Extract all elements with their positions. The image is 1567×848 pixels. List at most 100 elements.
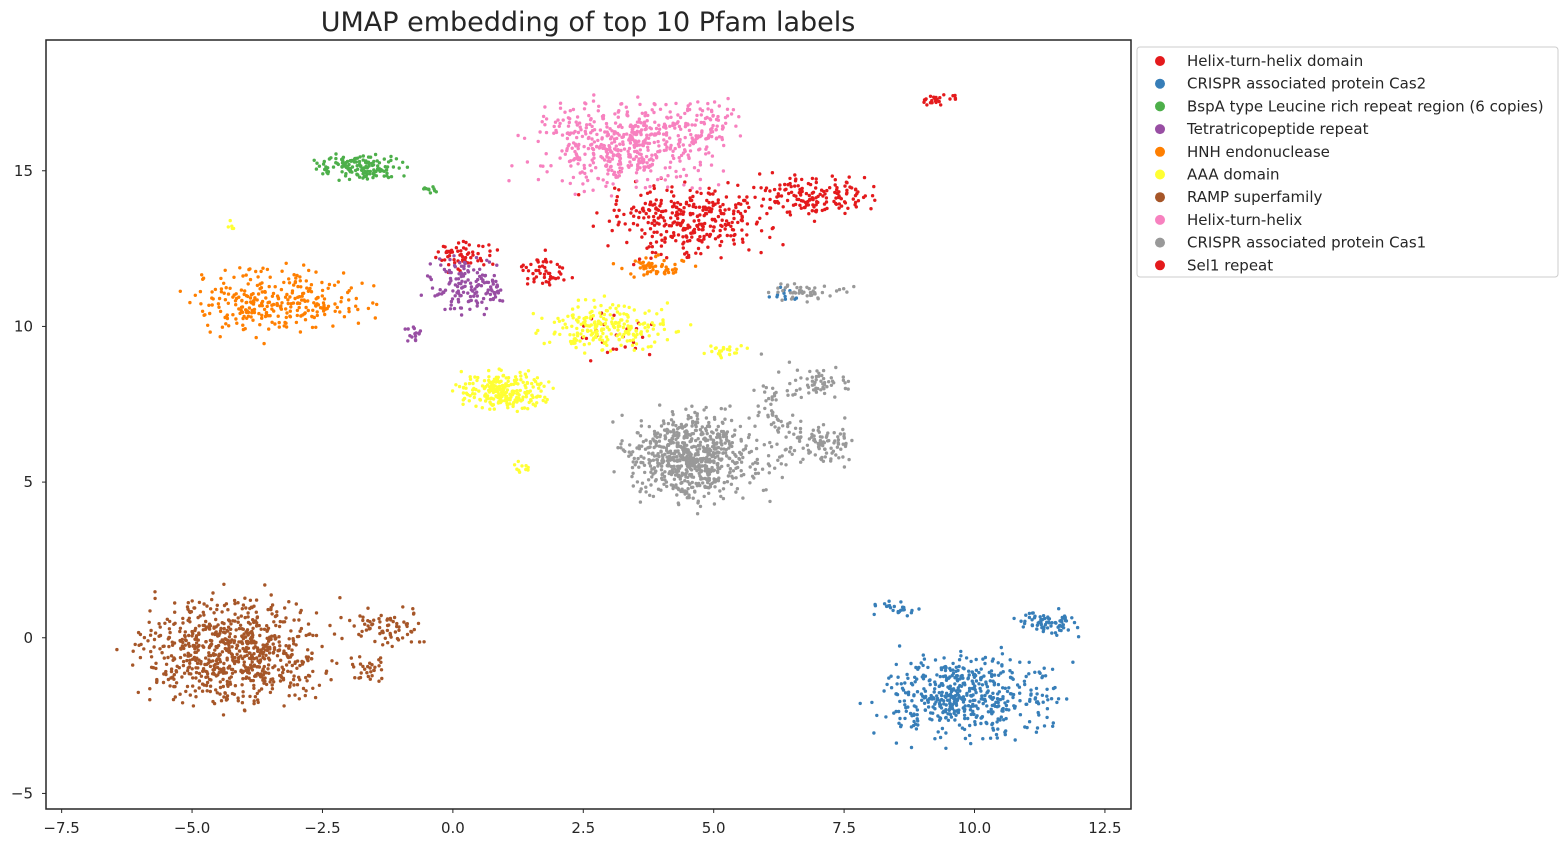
data-point [648,440,653,444]
data-point [1076,635,1081,639]
data-point [995,720,999,724]
data-point [571,107,576,112]
data-point [701,456,706,461]
data-point [623,345,627,349]
data-point [590,137,594,141]
data-point [216,673,220,677]
data-point [379,660,383,664]
data-point [556,316,560,321]
data-point [605,154,609,158]
data-point [235,321,239,325]
data-point [954,665,958,669]
data-point [685,435,689,440]
data-point [190,667,194,671]
data-point [693,123,697,127]
data-point [298,330,303,334]
data-point [882,689,886,693]
data-point [659,198,663,203]
series-9-points [612,190,769,267]
data-point [725,233,729,238]
data-point [378,631,382,636]
data-point [260,313,264,317]
data-point [405,632,410,637]
data-point [162,656,166,660]
data-point [651,458,656,462]
data-point [617,208,621,212]
data-point [323,312,327,317]
data-point [712,100,717,104]
data-point [596,109,600,113]
data-point [950,707,955,711]
data-point [658,204,662,208]
data-point [589,169,594,173]
data-point [727,352,732,357]
data-point [306,658,310,663]
data-point [173,684,177,689]
data-point [1027,720,1032,724]
data-point [618,324,622,328]
data-point [708,457,712,461]
data-point [682,183,686,187]
data-point [919,692,924,696]
data-point [645,119,649,123]
data-point [292,674,296,678]
data-point [218,680,222,684]
data-point [899,682,903,686]
data-point [605,343,609,347]
data-point [1045,715,1049,720]
data-point [685,459,690,464]
data-point [948,666,952,671]
data-point [501,373,506,378]
data-point [219,287,224,291]
data-point [1024,613,1028,617]
data-point [375,302,379,307]
data-point [188,658,192,662]
data-point [711,192,715,196]
legend-item: Tetratricopeptide repeat [1155,120,1369,138]
data-point [628,141,633,145]
data-point [944,746,948,750]
data-point [1008,669,1012,673]
data-point [804,191,809,196]
data-point [456,241,461,245]
data-point [607,219,612,223]
data-point [699,252,703,256]
data-point [262,657,267,661]
data-point [357,175,362,179]
data-point [686,495,690,500]
data-point [778,285,783,289]
data-point [558,156,562,160]
data-point [997,673,1001,677]
data-point [148,633,153,637]
data-point [519,265,524,269]
data-point [797,439,802,443]
data-point [717,104,721,108]
data-point [525,381,530,385]
data-point [793,173,797,177]
data-point [837,206,841,210]
legend-item: HNH endonuclease [1155,143,1330,161]
data-point [256,292,261,296]
data-point [654,444,658,448]
data-point [485,258,489,262]
data-point [589,333,593,337]
data-point [233,655,237,660]
data-point [202,613,206,617]
data-point [257,654,262,658]
data-point [807,193,811,198]
data-point [265,304,269,309]
data-point [775,442,779,446]
data-point [211,591,215,595]
data-point [759,250,763,255]
data-point [491,282,495,286]
data-point [834,196,838,200]
data-point [335,661,339,665]
data-point [534,268,538,273]
data-point [512,382,516,386]
data-point [519,374,523,378]
data-point [628,443,632,447]
data-point [186,651,190,655]
data-point [241,603,246,607]
data-point [627,450,631,454]
data-point [258,658,263,662]
